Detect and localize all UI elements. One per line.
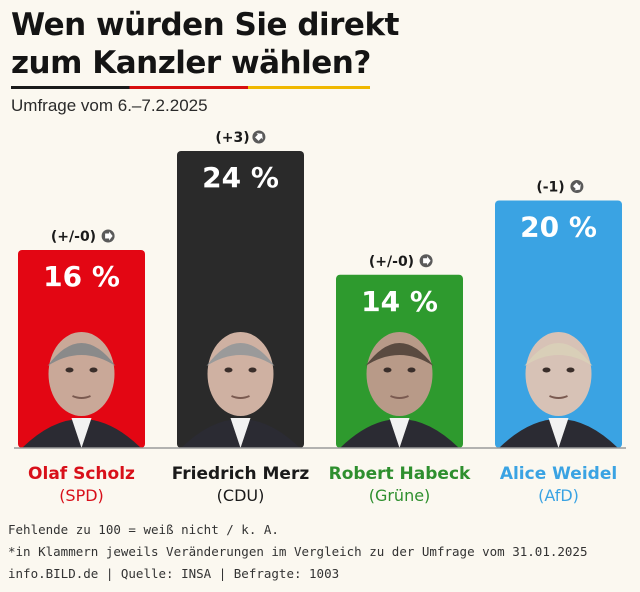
bar-group-2: 14 % (+/-0) Robert Habeck (Grüne) [329, 254, 471, 505]
candidate-name-label: Friedrich Merz [172, 464, 310, 484]
bar-group-1: 24 % (+3) Friedrich Merz (CDU) [172, 130, 310, 505]
change-arrow-icon [101, 229, 115, 243]
bar-group-3: 20 % (-1) Alice Weidel (AfD) [495, 180, 622, 505]
footer-note-changes: *in Klammern jeweils Veränderungen im Ve… [8, 544, 588, 559]
party-label: (AfD) [538, 486, 579, 505]
bar-chart: 16 % (+/-0) Olaf Scholz (SPD) 24 % (+3) Friedr… [14, 130, 626, 505]
portrait-photo [340, 332, 459, 448]
title-line-1: Wen würden Sie direkt [11, 7, 399, 43]
portrait-photo [22, 332, 141, 448]
change-label: (-1) [536, 180, 564, 196]
value-label: 16 % [43, 260, 120, 293]
bar-group-0: 16 % (+/-0) Olaf Scholz (SPD) [18, 229, 145, 505]
bar [495, 200, 622, 448]
party-label: (Grüne) [369, 486, 431, 505]
value-label: 14 % [361, 285, 438, 318]
value-label: 20 % [520, 211, 597, 244]
change-label: (+3) [215, 130, 249, 146]
footer-source: info.BILD.de | Quelle: INSA | Befragte: … [8, 566, 340, 581]
party-label: (CDU) [217, 486, 265, 505]
change-label: (+/-0) [51, 229, 96, 245]
change-arrow-icon [570, 180, 584, 193]
footer-note-missing: Fehlende zu 100 = weiß nicht / k. A. [8, 522, 279, 537]
change-arrow-icon [419, 254, 433, 268]
portrait-photo [181, 332, 300, 448]
chart-subtitle: Umfrage vom 6.–7.2.2025 [11, 96, 208, 115]
candidate-name-label: Alice Weidel [500, 464, 617, 484]
candidate-name-label: Robert Habeck [329, 464, 471, 484]
value-label: 24 % [202, 161, 279, 194]
title-underline [11, 86, 370, 89]
party-label: (SPD) [59, 486, 104, 505]
portrait-photo [499, 332, 618, 448]
change-arrow-icon [252, 130, 266, 144]
chart-footer: Fehlende zu 100 = weiß nicht / k. A. *in… [8, 519, 587, 585]
chart-title: Wen würden Sie direkt zum Kanzler wählen… [11, 6, 471, 82]
change-label: (+/-0) [369, 254, 414, 270]
title-line-2: zum Kanzler wählen? [11, 45, 371, 81]
candidate-name-label: Olaf Scholz [28, 464, 135, 484]
